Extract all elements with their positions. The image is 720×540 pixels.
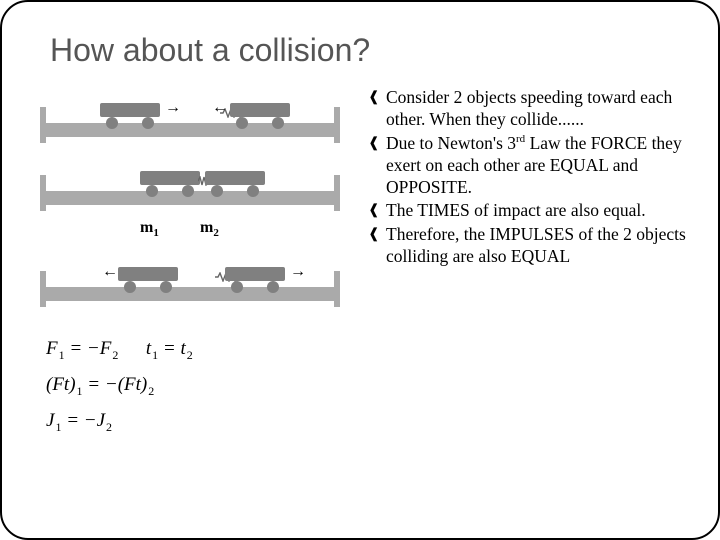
arrow-right-icon: → <box>165 99 181 117</box>
mass-label-2: m2 <box>200 219 219 239</box>
arrow-left-icon: ← <box>212 99 228 117</box>
bullet-4: ❰ Therefore, the IMPULSES of the 2 objec… <box>368 224 688 268</box>
arrow-left-icon: ← <box>102 263 118 281</box>
endcap-left <box>40 271 46 307</box>
bullet-1: ❰ Consider 2 objects speeding toward eac… <box>368 87 688 131</box>
slide-frame: How about a collision? → ← <box>0 0 720 540</box>
right-column: ❰ Consider 2 objects speeding toward eac… <box>368 87 688 439</box>
bullet-text: The TIMES of impact are also equal. <box>386 200 688 222</box>
equation-impulse: J1 = −J2 <box>46 403 360 439</box>
bullet-text: Due to Newton's 3rd Law the FORCE they e… <box>386 133 688 199</box>
left-column: → ← m1 m2 <box>40 87 360 439</box>
bullet-text: Consider 2 objects speeding toward each … <box>386 87 688 131</box>
endcap-right <box>334 175 340 211</box>
endcap-left <box>40 175 46 211</box>
equation-force-time: F1 = −F2 t1 = t2 <box>46 331 360 367</box>
bullet-text: Therefore, the IMPULSES of the 2 objects… <box>386 224 688 268</box>
equation-impulse-product: (Ft)1 = −(Ft)2 <box>46 367 360 403</box>
cart-1 <box>118 267 178 289</box>
bullet-icon: ❰ <box>368 224 386 268</box>
bullet-icon: ❰ <box>368 200 386 222</box>
diagram-before: → ← <box>40 95 340 145</box>
endcap-right <box>334 107 340 143</box>
arrow-right-icon: → <box>290 263 306 281</box>
endcap-right <box>334 271 340 307</box>
diagram-after: ← → <box>40 259 340 309</box>
mass-label-1: m1 <box>140 219 159 239</box>
cart-2 <box>225 267 285 289</box>
bullet-2: ❰ Due to Newton's 3rd Law the FORCE they… <box>368 133 688 199</box>
diagram-collision: m1 m2 <box>40 163 340 241</box>
endcap-left <box>40 107 46 143</box>
track <box>40 287 340 301</box>
cart-2 <box>205 171 265 193</box>
cart-2 <box>230 103 290 125</box>
track <box>40 123 340 137</box>
page-title: How about a collision? <box>50 32 690 69</box>
cart-1 <box>100 103 160 125</box>
bullet-icon: ❰ <box>368 133 386 199</box>
cart-1 <box>140 171 200 193</box>
bullet-icon: ❰ <box>368 87 386 131</box>
content-row: → ← m1 m2 <box>40 87 690 439</box>
equations-block: F1 = −F2 t1 = t2 (Ft)1 = −(Ft)2 J1 = −J2 <box>40 331 360 439</box>
bullet-3: ❰ The TIMES of impact are also equal. <box>368 200 688 222</box>
